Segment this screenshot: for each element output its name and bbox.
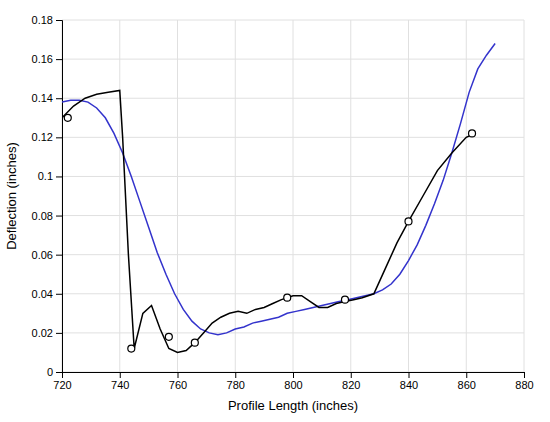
tick-label: 0.08 <box>32 210 53 222</box>
tick-label: 720 <box>53 379 71 391</box>
tick: 820 <box>342 372 360 391</box>
grid-line-x <box>177 20 178 372</box>
tick-mark <box>56 98 62 99</box>
point <box>405 218 412 225</box>
tick: 0 <box>47 366 62 378</box>
tick: 0.02 <box>32 327 62 339</box>
tick: 0.18 <box>32 14 62 26</box>
tick: 0.06 <box>32 249 62 261</box>
tick: 860 <box>458 372 476 391</box>
y-axis: 0 0.02 0.04 0.06 0.08 0.1 0.12 0.14 0.16 0.18 <box>32 14 63 378</box>
grid-line-y <box>62 137 524 138</box>
tick-mark <box>56 216 62 217</box>
point <box>341 296 348 303</box>
grid-line-y <box>62 332 524 333</box>
tick: 0.12 <box>32 131 62 143</box>
point <box>469 130 476 137</box>
point <box>191 339 198 346</box>
tick-mark <box>120 372 121 378</box>
point <box>165 333 172 340</box>
tick: 760 <box>169 372 187 391</box>
tick-mark <box>524 372 525 378</box>
x-axis-title: Profile Length (inches) <box>228 398 358 413</box>
tick-label: 760 <box>169 379 187 391</box>
points <box>64 114 475 352</box>
grid-line-x <box>293 20 294 372</box>
tick-mark <box>56 255 62 256</box>
tick: 0.04 <box>32 288 62 300</box>
tick-mark <box>409 372 410 378</box>
tick-mark <box>293 372 294 378</box>
line <box>62 90 475 352</box>
point <box>284 294 291 301</box>
tick-label: 0.16 <box>32 53 53 65</box>
tick-mark <box>351 372 352 378</box>
tick-label: 0.06 <box>32 249 53 261</box>
line <box>62 43 495 334</box>
tick: 840 <box>400 372 418 391</box>
tick-label: 840 <box>400 379 418 391</box>
chart: 720 740 760 780 800 820 840 860 880 0 0.02 0.04 0.06… <box>0 0 550 422</box>
axis-line <box>56 21 63 373</box>
plot-area <box>62 43 495 352</box>
tick-mark <box>56 372 62 373</box>
grid-line-y <box>62 59 524 60</box>
tick-label: 880 <box>515 379 533 391</box>
tick: 0.16 <box>32 53 62 65</box>
tick-label: 0.12 <box>32 131 53 143</box>
tick-label: 860 <box>458 379 476 391</box>
grid-line-y <box>62 254 524 255</box>
point <box>64 114 71 121</box>
tick-label: 0.18 <box>32 14 53 26</box>
tick-mark <box>466 372 467 378</box>
axis-line <box>63 373 525 379</box>
tick-label: 0.02 <box>32 327 53 339</box>
grid-line-y <box>62 20 524 21</box>
grid-line-y <box>62 215 524 216</box>
tick: 720 <box>53 372 71 391</box>
tick-label: 0.1 <box>38 170 53 182</box>
x-axis: 720 740 760 780 800 820 840 860 880 <box>53 372 533 391</box>
tick-label: 0 <box>47 366 53 378</box>
chart-container: 720 740 760 780 800 820 840 860 880 0 0.02 0.04 0.06… <box>0 0 550 422</box>
tick: 0.14 <box>32 92 62 104</box>
tick-mark <box>235 372 236 378</box>
y-axis-title: Deflection (inches) <box>4 142 19 250</box>
tick-mark <box>56 59 62 60</box>
tick-label: 820 <box>342 379 360 391</box>
tick-mark <box>56 137 62 138</box>
tick: 0.08 <box>32 210 62 222</box>
grid-line-x <box>466 20 467 372</box>
grid-line-y <box>62 98 524 99</box>
tick-mark <box>56 20 62 21</box>
grid-line-x <box>235 20 236 372</box>
tick-label: 800 <box>284 379 302 391</box>
point <box>128 345 135 352</box>
tick: 0.1 <box>38 170 62 182</box>
tick-label: 0.14 <box>32 92 53 104</box>
grid-line-x <box>119 20 120 372</box>
tick: 800 <box>284 372 302 391</box>
grid-line-x <box>350 20 351 372</box>
tick-label: 740 <box>111 379 129 391</box>
grid-line-x <box>524 20 525 372</box>
tick-mark <box>56 333 62 334</box>
tick-label: 780 <box>227 379 245 391</box>
tick-mark <box>56 176 62 177</box>
tick-label: 0.04 <box>32 288 53 300</box>
tick-mark <box>178 372 179 378</box>
tick: 880 <box>515 372 533 391</box>
tick: 780 <box>227 372 245 391</box>
grid <box>62 20 524 372</box>
tick-mark <box>56 294 62 295</box>
tick: 740 <box>111 372 129 391</box>
grid-line-x <box>408 20 409 372</box>
